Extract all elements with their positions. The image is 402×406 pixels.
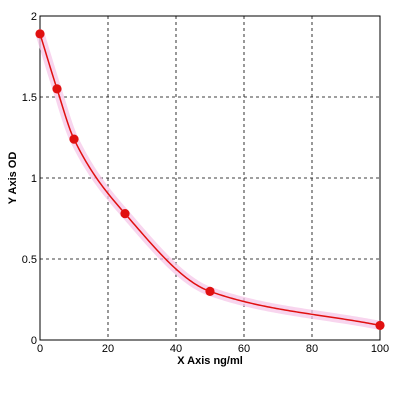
x-tick-label: 0 bbox=[37, 343, 43, 355]
x-tick-label: 40 bbox=[170, 343, 182, 355]
y-tick-label: 0.5 bbox=[22, 254, 37, 266]
y-axis-title: Y Axis OD bbox=[7, 152, 19, 205]
x-axis-title: X Axis ng/ml bbox=[177, 355, 243, 367]
x-tick-label: 20 bbox=[102, 343, 114, 355]
x-tick-label: 80 bbox=[306, 343, 318, 355]
y-tick-label: 2 bbox=[31, 11, 37, 23]
data-point bbox=[35, 29, 45, 39]
data-point bbox=[205, 286, 215, 296]
tick-labels: 0 20 40 60 80 100 0 0.5 1 1.5 2 bbox=[22, 11, 389, 355]
y-tick-label: 0 bbox=[31, 335, 37, 347]
data-point bbox=[375, 320, 385, 331]
data-point bbox=[120, 209, 130, 219]
x-tick-label: 60 bbox=[238, 343, 250, 355]
data-point bbox=[52, 84, 62, 94]
x-tick-label: 100 bbox=[371, 343, 389, 355]
data-point bbox=[69, 134, 79, 144]
data-points bbox=[35, 29, 385, 331]
y-tick-label: 1.5 bbox=[22, 92, 37, 104]
grid-lines bbox=[40, 16, 380, 340]
y-tick-label: 1 bbox=[31, 173, 37, 185]
